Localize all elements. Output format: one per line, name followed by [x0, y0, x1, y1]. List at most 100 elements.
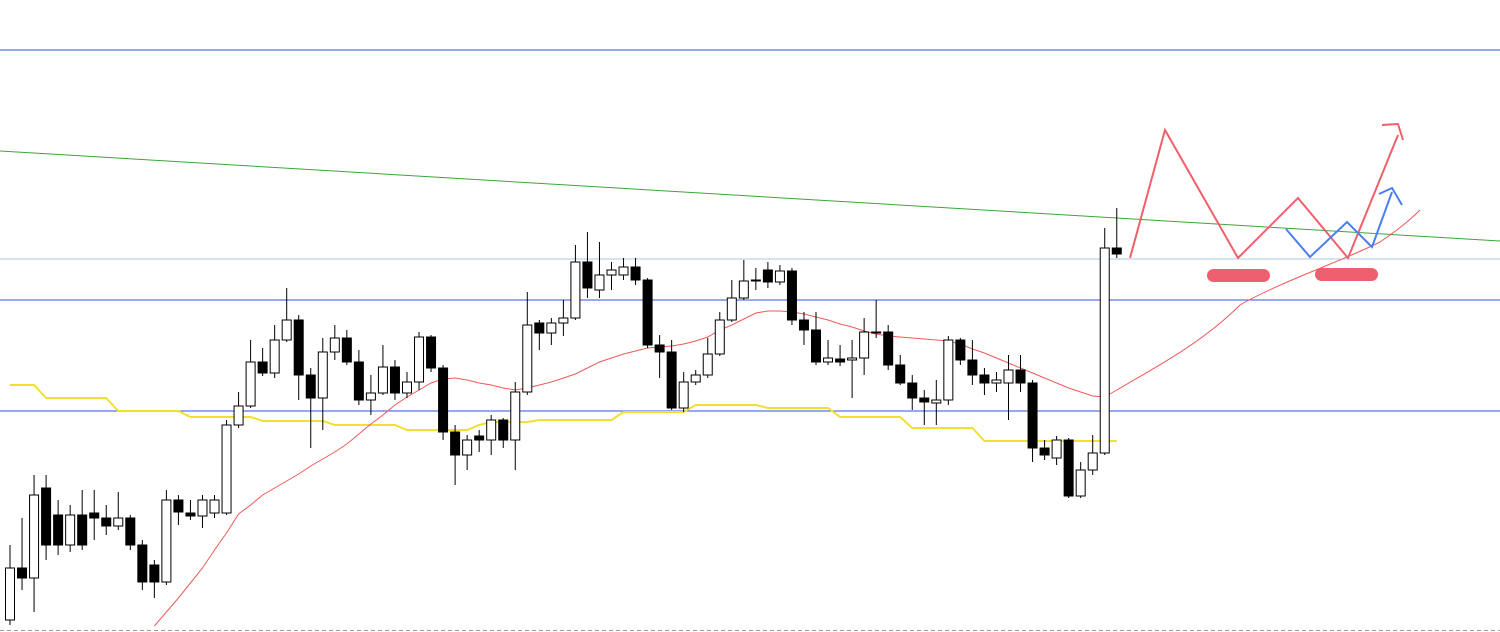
candle-body [498, 419, 509, 441]
candle-body [365, 392, 376, 401]
candle-body [666, 351, 677, 409]
candle-body [77, 514, 88, 546]
candle-body [630, 266, 641, 281]
candle-body [221, 424, 232, 514]
blue-arrowhead [1378, 186, 1403, 206]
candle-body [750, 279, 761, 282]
candle-body [690, 374, 701, 383]
candle-body [883, 331, 894, 366]
indicator-line [10, 384, 1117, 442]
candle-body [907, 382, 918, 399]
candle-body [65, 514, 76, 546]
candle-body [1039, 447, 1050, 456]
candle-body [401, 381, 412, 394]
candle-body [642, 279, 653, 346]
candle-body [305, 374, 316, 399]
candle-body [426, 336, 437, 369]
candle-body [29, 494, 40, 579]
candle-body [1087, 452, 1098, 471]
candle-body [257, 361, 268, 374]
support-marker [1315, 268, 1378, 281]
candle-body [149, 564, 160, 583]
candle-body [510, 391, 521, 441]
candle-body [1027, 382, 1038, 449]
candle-body [871, 331, 882, 334]
candle-body [762, 269, 773, 283]
candle-body [859, 331, 870, 359]
candle-body [774, 270, 785, 283]
candle-body [534, 322, 545, 334]
candle-body [5, 567, 15, 621]
candle-body [474, 435, 485, 441]
candle-body [173, 499, 184, 513]
candle-body [1075, 469, 1086, 497]
blue-zigzag [1285, 191, 1393, 259]
plot [0, 49, 1500, 627]
candle-body [823, 357, 834, 363]
candle-body [835, 358, 846, 363]
candle-body [197, 499, 208, 517]
candle-body [125, 517, 136, 546]
support-marker [1207, 269, 1270, 282]
red-zigzag [1129, 127, 1399, 260]
candle-body [209, 499, 220, 514]
candle-body [594, 274, 605, 291]
candle-body [967, 359, 978, 376]
candle-body [714, 319, 725, 355]
annotations [1116, 122, 1421, 391]
candle-body [702, 353, 713, 376]
candle-body [798, 319, 809, 331]
candle-body [1051, 439, 1062, 459]
candle-body [678, 381, 689, 409]
candle-body [1099, 247, 1110, 454]
candle-body [738, 280, 749, 299]
candle-body [786, 270, 797, 321]
trendline [0, 150, 1500, 242]
candle-body [582, 261, 593, 289]
candle-body [341, 337, 352, 363]
candle-body [654, 344, 665, 353]
candle-body [1111, 247, 1122, 255]
candle-body [931, 399, 942, 404]
candle-body [17, 567, 28, 579]
candle-body [329, 337, 340, 353]
candle-body [233, 405, 244, 426]
candle-body [895, 364, 906, 384]
candle-body [991, 379, 1002, 384]
candle-body [281, 319, 292, 341]
candle-body [137, 544, 148, 583]
candle-body [1063, 439, 1074, 497]
candle-body [486, 419, 497, 441]
candle-body [618, 266, 629, 276]
candle-body [101, 517, 112, 527]
candle-body [1015, 369, 1026, 384]
candle-body [53, 514, 64, 546]
candle-body [919, 397, 930, 403]
red-arrowhead [1381, 122, 1404, 141]
candle-body [161, 499, 172, 583]
candle-body [522, 324, 533, 393]
candle-body [89, 512, 100, 519]
candle-body [462, 439, 473, 456]
candle-body [558, 317, 569, 324]
candle-body [546, 322, 557, 334]
ma-projection [1116, 209, 1421, 391]
candle-body [811, 329, 822, 363]
candle-body [450, 431, 461, 456]
candle-body [377, 366, 388, 394]
candle-body [943, 339, 954, 401]
candle-body [414, 336, 425, 383]
candle-body [726, 297, 737, 321]
candle-body [438, 367, 449, 433]
candle-body [606, 269, 617, 276]
candle-body [113, 517, 124, 527]
candle-body [570, 261, 581, 319]
candle-body [185, 512, 196, 517]
candle-body [353, 361, 364, 401]
candle-body [245, 361, 256, 407]
candle-body [979, 374, 990, 384]
candle-body [389, 366, 400, 394]
candle-body [293, 319, 304, 376]
